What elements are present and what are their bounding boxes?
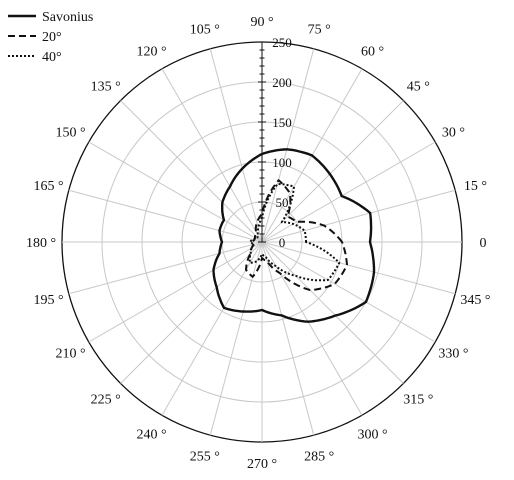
angle-label: 60 ° — [361, 45, 384, 60]
angle-label: 240 ° — [136, 427, 166, 442]
grid-spoke — [261, 241, 436, 343]
angle-label: 0 — [480, 236, 487, 251]
grid-spoke — [261, 141, 436, 243]
grid-spoke — [68, 241, 263, 295]
radial-tick-label: 100 — [272, 155, 292, 170]
angle-label: 180 ° — [26, 236, 56, 251]
angle-label: 285 ° — [304, 449, 334, 464]
legend: Savonius 20° 40° — [8, 10, 93, 65]
angle-label: 75 ° — [308, 23, 331, 38]
angle-label: 105 ° — [190, 23, 220, 38]
grid-spoke — [120, 100, 263, 243]
series-lines — [212, 148, 376, 323]
angle-label: 210 ° — [56, 347, 86, 362]
grid-spoke — [209, 241, 263, 436]
angle-label: 165 ° — [33, 179, 63, 194]
grid-spoke — [161, 68, 263, 243]
angle-label: 330 ° — [438, 347, 468, 362]
angle-label: 30 ° — [442, 126, 465, 141]
angle-label: 255 ° — [190, 449, 220, 464]
angle-label: 120 ° — [136, 45, 166, 60]
angle-label: 135 ° — [91, 80, 121, 95]
legend-label: Savonius — [42, 10, 93, 25]
series-line — [248, 183, 341, 282]
legend-label: 40° — [42, 50, 62, 65]
grid-spoke — [261, 48, 315, 243]
angle-labels: 0 15 ° 30 ° 45 ° 60 ° 75 ° 90 ° 105 ° 120 ° 135 °… — [26, 15, 491, 472]
angle-label: 300 ° — [357, 427, 387, 442]
radial-tick-label: 200 — [272, 75, 292, 90]
angle-label: 315 ° — [403, 392, 433, 407]
grid-spoke — [209, 48, 263, 243]
angle-label: 195 ° — [33, 293, 63, 308]
grid-spoke — [261, 241, 315, 436]
grid-spoke — [261, 241, 363, 416]
angle-label: 150 ° — [56, 126, 86, 141]
radial-tick-label: 250 — [272, 35, 292, 50]
grid-spoke — [261, 189, 456, 243]
grid-spoke — [261, 100, 404, 243]
radial-axis: 0 50 100 150 200 250 — [258, 35, 292, 250]
grid-spoke — [261, 241, 404, 384]
series-line — [245, 179, 348, 292]
grid-spoke — [261, 241, 456, 295]
grid-spoke — [68, 189, 263, 243]
radial-tick-label: 150 — [272, 115, 292, 130]
angle-label: 270 ° — [247, 457, 277, 472]
radial-tick-label: 50 — [276, 195, 289, 210]
angle-label: 225 ° — [91, 392, 121, 407]
grid-spoke — [161, 241, 263, 416]
grid-spoke — [88, 241, 263, 343]
radial-tick-label: 0 — [279, 235, 286, 250]
grid-spoke — [120, 241, 263, 384]
series-line — [212, 148, 376, 323]
angle-label: 90 ° — [250, 15, 273, 30]
grid-spoke — [88, 141, 263, 243]
angle-label: 15 ° — [464, 179, 487, 194]
angle-label: 345 ° — [460, 293, 490, 308]
angle-label: 45 ° — [407, 80, 430, 95]
legend-label: 20° — [42, 30, 62, 45]
